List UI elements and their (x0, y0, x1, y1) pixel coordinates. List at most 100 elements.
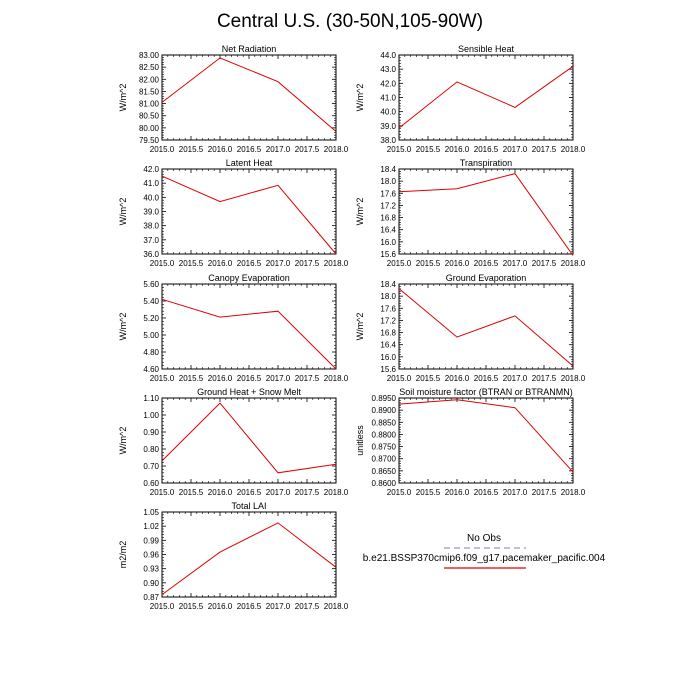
x-tick-label: 2015.5 (416, 488, 441, 497)
x-tick-label: 2017.0 (503, 488, 528, 497)
x-tick-label: 2017.5 (295, 259, 320, 268)
y-tick-label: 80.50 (139, 112, 160, 121)
y-tick-label: 43.0 (380, 65, 396, 74)
panel-title: Canopy Evaporation (208, 273, 290, 283)
series-line (398, 65, 574, 129)
y-tick-label: 5.00 (143, 331, 159, 340)
y-tick-label: 37.0 (143, 236, 159, 245)
x-tick-label: 2018.0 (561, 374, 586, 383)
y-axis-label: m2/m2 (118, 541, 128, 569)
y-tick-label: 18.4 (380, 280, 396, 289)
panel-title: Total LAI (231, 501, 266, 511)
y-axis-label: W/m^2 (118, 427, 128, 455)
panel-title: Soil moisture factor (BTRAN or BTRANMN) (399, 387, 573, 397)
x-tick-label: 2015.0 (387, 259, 412, 268)
y-axis-label: W/m^2 (355, 313, 365, 341)
x-tick-label: 2016.0 (208, 488, 233, 497)
x-tick-label: 2016.5 (237, 145, 262, 154)
chart-panel-8: Soil moisture factor (BTRAN or BTRANMN) u… (355, 387, 586, 497)
x-tick-label: 2016.5 (474, 374, 499, 383)
y-tick-label: 81.00 (139, 100, 160, 109)
x-tick-label: 2015.5 (416, 374, 441, 383)
y-tick-label: 81.50 (139, 87, 160, 96)
x-tick-label: 2018.0 (561, 145, 586, 154)
y-tick-label: 18.0 (380, 177, 396, 186)
y-tick-label: 16.0 (380, 353, 396, 362)
y-tick-label: 0.8650 (372, 467, 397, 476)
x-tick-label: 2016.0 (208, 145, 233, 154)
x-tick-label: 2016.0 (445, 374, 470, 383)
y-axis-label: unitless (355, 425, 365, 456)
x-tick-label: 2015.0 (150, 602, 175, 611)
x-tick-label: 2015.0 (387, 145, 412, 154)
x-tick-label: 2016.5 (237, 488, 262, 497)
x-tick-label: 2016.0 (445, 145, 470, 154)
x-tick-label: 2015.5 (179, 374, 204, 383)
x-tick-label: 2018.0 (324, 259, 349, 268)
y-tick-label: 0.8800 (372, 430, 397, 439)
y-tick-label: 4.80 (143, 348, 159, 357)
chart-panel-7: Ground Heat + Snow Melt W/m^2 2015.0 2015.5… (118, 387, 349, 497)
y-tick-label: 0.8900 (372, 406, 397, 415)
y-tick-label: 17.2 (380, 201, 396, 210)
y-tick-label: 16.0 (380, 238, 396, 247)
series-line (161, 57, 337, 132)
x-tick-label: 2016.0 (208, 602, 233, 611)
y-tick-label: 0.70 (143, 462, 159, 471)
legend-label-model: b.e21.BSSP370cmip6.f09_g17.pacemaker_pac… (363, 553, 606, 564)
chart-panel-6: Ground Evaporation W/m^2 2015.0 2015.5 2016.… (355, 273, 586, 383)
x-tick-label: 2015.5 (179, 145, 204, 154)
y-tick-label: 82.50 (139, 63, 160, 72)
chart-panel-5: Canopy Evaporation W/m^2 2015.0 2015.5 2016.… (118, 273, 349, 383)
x-tick-label: 2015.5 (416, 145, 441, 154)
y-tick-label: 42.0 (143, 165, 159, 174)
y-tick-label: 0.8750 (372, 443, 397, 452)
chart-panel-9: Total LAI m2/m2 2015.0 2015.5 2016.0 2016.5 20… (118, 501, 349, 611)
x-tick-label: 2017.5 (295, 145, 320, 154)
x-tick-label: 2015.0 (150, 259, 175, 268)
panel-title: Transpiration (460, 158, 512, 168)
y-tick-label: 16.4 (380, 341, 396, 350)
y-tick-label: 18.4 (380, 165, 396, 174)
y-tick-label: 40.0 (143, 193, 159, 202)
y-tick-label: 18.0 (380, 292, 396, 301)
y-tick-label: 17.6 (380, 304, 396, 313)
panel-title: Ground Heat + Snow Melt (197, 387, 301, 397)
y-tick-label: 39.0 (380, 122, 396, 131)
y-tick-label: 41.0 (380, 94, 396, 103)
x-tick-label: 2016.5 (237, 259, 262, 268)
panel-title: Sensible Heat (458, 44, 515, 54)
series-line (161, 402, 337, 474)
x-tick-label: 2015.5 (179, 602, 204, 611)
x-tick-label: 2017.0 (266, 374, 291, 383)
y-tick-label: 4.60 (143, 365, 159, 374)
y-axis-label: W/m^2 (118, 198, 128, 226)
chart-panels: Net Radiation W/m^2 2015.0 2015.5 2016.0 2016… (118, 44, 586, 611)
series-line (161, 522, 337, 596)
chart-panel-2: Sensible Heat W/m^2 2015.0 2015.5 2016.0 2016… (355, 44, 586, 154)
x-tick-label: 2015.5 (179, 259, 204, 268)
x-tick-label: 2018.0 (561, 259, 586, 268)
x-tick-label: 2017.0 (266, 145, 291, 154)
chart-panel-3: Latent Heat W/m^2 2015.0 2015.5 2016.0 2016.5… (118, 158, 349, 268)
y-tick-label: 0.87 (143, 593, 159, 602)
x-tick-label: 2017.0 (266, 488, 291, 497)
x-tick-label: 2017.5 (532, 374, 557, 383)
legend-label-no-obs: No Obs (467, 533, 501, 544)
x-tick-label: 2016.5 (474, 145, 499, 154)
x-tick-label: 2016.5 (237, 374, 262, 383)
y-axis-label: W/m^2 (355, 84, 365, 112)
y-tick-label: 1.02 (143, 522, 159, 531)
panel-title: Net Radiation (222, 44, 277, 54)
x-tick-label: 2017.5 (532, 488, 557, 497)
figure-title: Central U.S. (30-50N,105-90W) (217, 11, 483, 32)
y-tick-label: 15.6 (380, 365, 396, 374)
series-line (398, 288, 574, 367)
y-tick-label: 80.00 (139, 124, 160, 133)
y-axis-label: W/m^2 (118, 84, 128, 112)
x-tick-label: 2017.5 (295, 374, 320, 383)
x-tick-label: 2017.5 (295, 602, 320, 611)
series-line (161, 298, 337, 370)
